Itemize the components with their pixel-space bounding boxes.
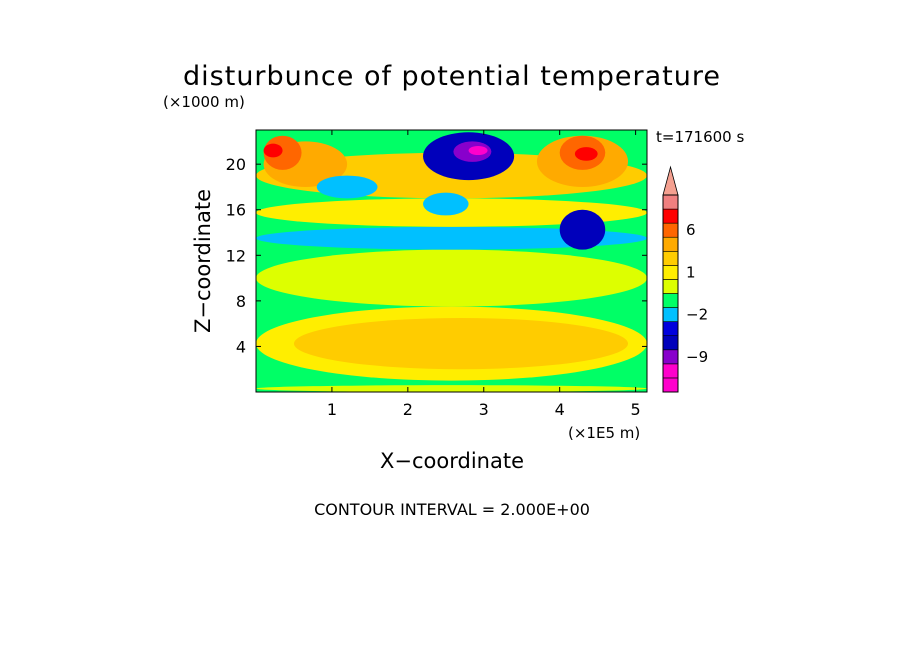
heatmap-region bbox=[256, 385, 647, 392]
colorbar-swatch bbox=[662, 321, 679, 337]
heatmap-region bbox=[293, 317, 629, 370]
time-label: t=171600 s bbox=[656, 128, 744, 146]
colorbar-swatch bbox=[662, 335, 679, 351]
x-multiplier-label: (×1E5 m) bbox=[568, 424, 640, 442]
colorbar-swatch bbox=[662, 222, 679, 238]
y-tick-label: 4 bbox=[236, 337, 246, 356]
colorbar-swatch bbox=[662, 363, 679, 379]
heatmap-region bbox=[468, 145, 488, 156]
colorbar-label: 6 bbox=[686, 221, 696, 239]
colorbar-label: 1 bbox=[686, 263, 696, 281]
x-axis-label: X−coordinate bbox=[380, 449, 524, 473]
heatmap-region bbox=[263, 143, 283, 158]
heatmap-region bbox=[574, 147, 598, 161]
colorbar-swatch bbox=[662, 194, 679, 210]
plot-frame bbox=[255, 129, 648, 393]
heatmap-region bbox=[559, 209, 606, 250]
y-axis: 4 8 12 16 20 bbox=[226, 155, 647, 356]
colorbar-swatch bbox=[662, 250, 679, 266]
x-tick-label: 4 bbox=[555, 400, 565, 419]
colorbar-swatch bbox=[662, 349, 679, 365]
y-tick-label: 16 bbox=[226, 201, 246, 220]
colorbar-label: −2 bbox=[686, 306, 708, 324]
heatmap-area bbox=[256, 130, 647, 392]
colorbar: −9 −2 1 6 bbox=[662, 165, 708, 393]
colorbar-frame bbox=[662, 194, 679, 393]
colorbar-swatch bbox=[662, 293, 679, 308]
heatmap-region bbox=[423, 192, 469, 216]
x-tick-label: 3 bbox=[479, 400, 489, 419]
y-multiplier-label: (×1000 m) bbox=[163, 93, 245, 111]
colorbar-swatch bbox=[662, 279, 679, 294]
y-tick-label: 8 bbox=[236, 292, 246, 311]
y-axis-label: Z−coordinate bbox=[191, 189, 215, 333]
colorbar-label: −9 bbox=[686, 348, 708, 366]
colorbar-extend-arrow bbox=[662, 165, 679, 196]
heatmap-region bbox=[256, 249, 647, 307]
heatmap-region bbox=[316, 175, 378, 199]
x-tick-label: 2 bbox=[403, 400, 413, 419]
x-tick-label: 1 bbox=[327, 400, 337, 419]
colorbar-swatch bbox=[662, 265, 679, 280]
colorbar-swatch bbox=[662, 236, 679, 252]
colorbar-swatch bbox=[662, 377, 679, 393]
y-tick-label: 12 bbox=[226, 246, 246, 265]
colorbar-swatch bbox=[662, 208, 679, 224]
y-tick-label: 20 bbox=[226, 155, 246, 174]
contour-interval-text: CONTOUR INTERVAL = 2.000E+00 bbox=[314, 500, 590, 519]
x-tick-label: 5 bbox=[631, 400, 641, 419]
heatmap-region bbox=[256, 226, 647, 250]
x-axis: 1 2 3 4 5 bbox=[327, 130, 641, 419]
colorbar-swatch bbox=[662, 307, 679, 322]
chart-title: disturbunce of potential temperature bbox=[183, 61, 721, 92]
